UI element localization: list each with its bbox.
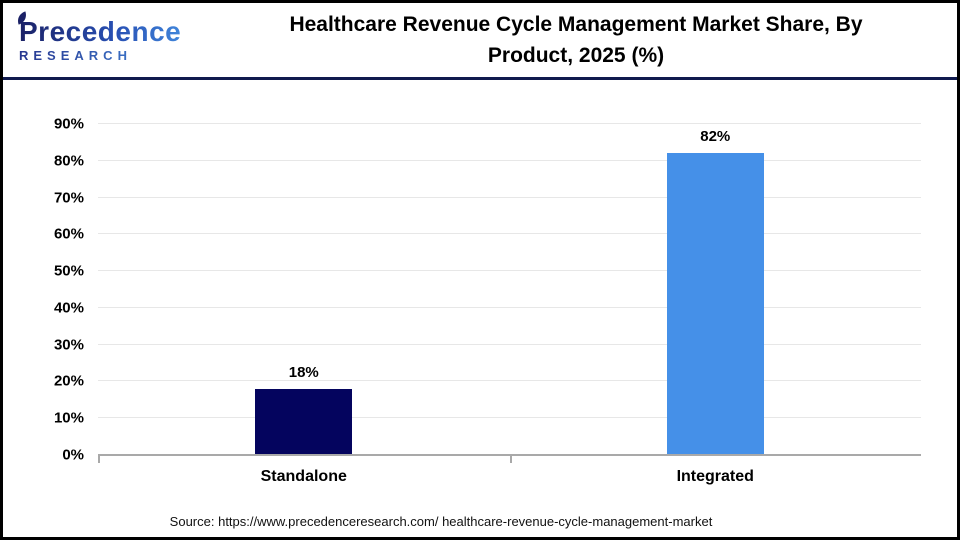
logo-name: Precedence	[19, 18, 195, 46]
precedence-research-logo: Precedence RESEARCH	[18, 11, 195, 62]
y-axis-tick-label: 70%	[53, 189, 84, 207]
y-axis-tick-label: 80%	[53, 152, 84, 170]
bar-standalone	[255, 388, 353, 455]
category-slot-integrated: 82% Integrated	[510, 124, 922, 485]
x-axis-tick	[509, 456, 512, 463]
gridline	[98, 233, 921, 235]
x-axis-tick	[98, 456, 100, 463]
gridline	[98, 380, 921, 382]
category-slot-standalone: 18% Standalone	[98, 124, 510, 485]
source-citation: Source: https://www.precedenceresearch.c…	[169, 514, 713, 529]
y-axis-tick-label: 30%	[53, 336, 84, 354]
header-divider	[3, 77, 957, 80]
gridline	[98, 343, 921, 345]
x-axis-category-label: Standalone	[260, 468, 347, 485]
plot-area: 0% 10% 20% 30% 40% 50% 60% 70% 80% 90% 18% Standalo…	[54, 116, 922, 485]
y-axis-tick-label: 50%	[53, 262, 84, 280]
gridline	[98, 123, 921, 124]
y-axis-tick-label: 90%	[53, 115, 84, 133]
chart-title-line1: Healthcare Revenue Cycle Management Mark…	[289, 13, 863, 36]
x-axis-line	[98, 454, 921, 456]
gridline	[98, 306, 921, 308]
bar-value-label: 18%	[288, 363, 319, 381]
y-axis-tick-label: 40%	[53, 299, 84, 317]
gridline	[98, 270, 921, 272]
gridline	[98, 417, 921, 419]
gridline	[98, 196, 921, 198]
y-axis-tick-label: 60%	[53, 225, 84, 243]
gridline	[98, 159, 921, 161]
y-axis-tick-label: 10%	[53, 409, 84, 427]
header: Precedence RESEARCH Healthcare Revenue C…	[3, 3, 957, 77]
bar-value-label: 82%	[700, 128, 731, 146]
chart-title: Healthcare Revenue Cycle Management Mark…	[195, 9, 957, 71]
chart-title-line2: Product, 2025 (%)	[487, 44, 665, 67]
x-axis-category-label: Integrated	[676, 468, 754, 485]
logo-subtitle: RESEARCH	[19, 49, 195, 62]
y-axis-tick-label: 20%	[53, 372, 84, 390]
leaf-icon	[18, 11, 26, 25]
bar-integrated	[666, 153, 764, 455]
y-axis-tick-label: 0%	[62, 446, 84, 464]
